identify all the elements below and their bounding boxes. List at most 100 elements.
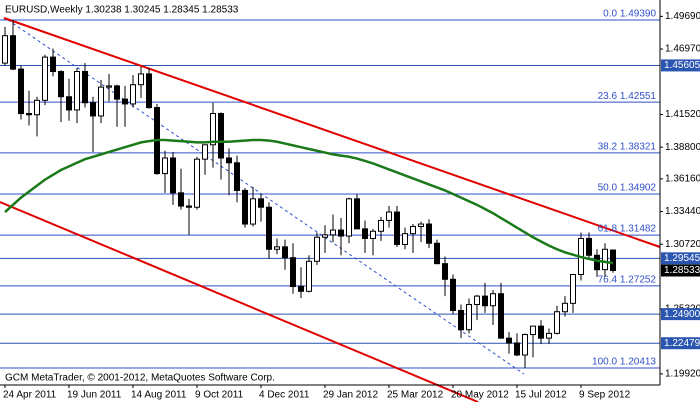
candle-body [434,242,440,265]
price-line-box [661,337,700,350]
candle-body [594,254,600,271]
x-tick-label: 14 Aug 2011 [131,390,187,401]
candle-body [138,73,144,86]
candle-body [370,230,376,239]
candle-body [226,157,232,164]
candle-body [522,334,528,356]
candle-body [186,205,192,208]
fib-trendline [7,19,525,375]
y-tick-label: 1.38800 [665,142,700,153]
x-tick-label: 9 Oct 2011 [195,390,244,401]
candle-body [106,85,112,88]
candle-body [26,113,32,116]
candle-body [170,157,176,194]
fib-label: 23.6 1.42551 [598,91,657,102]
candle-body [114,85,120,100]
y-tick-label: 1.19920 [665,369,700,380]
y-tick-label: 1.30720 [665,239,700,250]
candle-body [74,71,80,111]
candle-body [250,198,256,225]
x-tick-label: 15 Jul 2012 [515,390,567,401]
candle-body [18,68,24,115]
candle-body [330,229,336,236]
candle-body [298,286,304,292]
price-line-label: 1.22479 [664,338,700,349]
candle-body [130,84,136,105]
drawings [0,17,661,402]
candle-body [314,236,320,262]
candle-body [10,35,16,70]
candle-body [242,189,248,225]
candle-body [274,246,280,250]
candle-body [194,158,200,208]
candle-body [218,113,224,159]
current-price-label: 1.28533 [664,265,700,276]
candle-body [570,273,576,304]
candle-body [490,293,496,307]
candle-body [322,234,328,238]
moving-average [4,138,614,265]
x-tick-label: 25 Mar 2012 [387,390,444,401]
candle-body [98,86,104,117]
candle-body [458,310,464,331]
x-tick-label: 9 Sep 2012 [579,390,631,401]
price-line-label: 1.45605 [664,60,700,71]
candle-body [90,102,96,117]
candle-body [610,249,616,271]
x-tick-label: 4 Dec 2011 [259,390,310,401]
candle-body [178,192,184,207]
candle-body [554,311,560,334]
fib-label: 100.0 1.20413 [592,357,656,368]
candle-body [34,99,40,116]
y-tick-label: 1.41520 [665,109,700,120]
candle-body [290,257,296,288]
candle-body [498,293,504,339]
candle-body [402,233,408,245]
candle-body [42,56,48,101]
candle-body [506,337,512,344]
fib-label: 0.0 1.49390 [603,9,656,20]
price-line-label: 1.24900 [664,309,700,320]
candle-body [410,225,416,235]
y-tick-label: 1.33440 [665,206,700,217]
candle-body [122,98,128,105]
candle-body [602,248,608,271]
candle-body [66,96,72,111]
candle-body [426,223,432,244]
candle-body [346,198,352,237]
candle-body [530,325,536,336]
y-tick-label: 1.36160 [665,174,700,185]
price-line-label: 1.29545 [664,253,700,264]
candle-body [362,228,368,239]
candle-body [266,206,272,250]
candle-body [514,342,520,356]
candle-body [474,295,480,306]
channel-upper [3,17,661,248]
candle-body [282,246,288,259]
candle-body [146,73,152,109]
candle-body [210,113,216,146]
candle-body [338,229,344,237]
price-line-box [661,252,700,265]
candle-body [562,302,568,313]
candle-body [306,260,312,292]
price-line-box [661,59,700,72]
x-tick-label: 19 Jun 2011 [67,390,122,401]
candle-body [418,223,424,227]
x-tick-label: 20 May 2012 [451,390,509,401]
candle-body [2,35,8,64]
candle-body [394,211,400,245]
candle-body [82,71,88,104]
chart-title: EURUSD,Weekly 1.30238 1.30245 1.28345 1.… [5,5,239,16]
candle-body [538,325,544,339]
candle-body [586,237,592,256]
candle-body [258,198,264,208]
candle-body [442,263,448,280]
x-tick-label: 29 Jan 2012 [323,390,378,401]
channel-lower [0,201,479,402]
fib-label: 61.8 1.31482 [598,224,657,235]
candle-body [386,211,392,221]
y-tick-label: 1.49690 [665,11,700,22]
